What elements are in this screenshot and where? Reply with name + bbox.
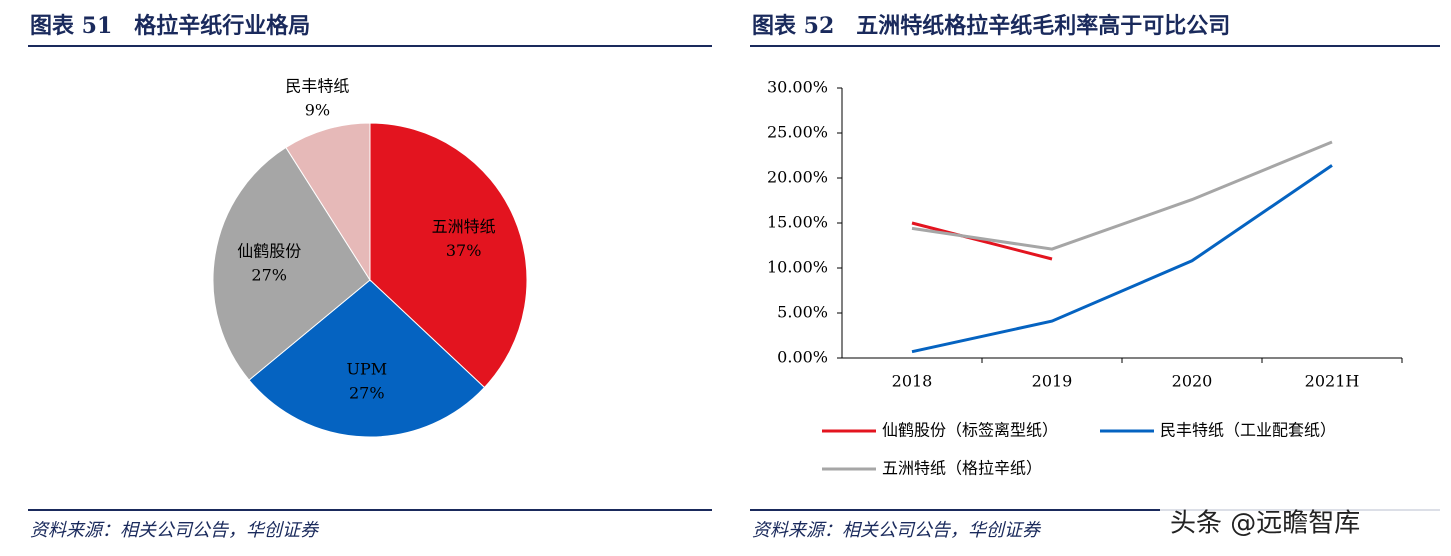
y-tick-label: 15.00%: [767, 213, 828, 232]
y-tick-label: 25.00%: [767, 123, 828, 142]
x-tick-label: 2021H: [1305, 372, 1360, 391]
legend-label: 民丰特纸（工业配套纸）: [1160, 421, 1336, 440]
slice-value-label: 9%: [305, 101, 330, 120]
watermark: 头条 @远瞻智库: [1170, 509, 1360, 539]
series-line: [911, 164, 1333, 354]
watermark-bg: [1160, 505, 1445, 550]
pie-slice: [369, 122, 528, 389]
slice-value-label: 37%: [446, 241, 482, 260]
slice-label: 民丰特纸: [285, 77, 349, 96]
slice-label: UPM: [346, 359, 387, 378]
pie-slice: [212, 146, 371, 381]
pie-slice: [248, 279, 486, 438]
y-tick-label: 30.00%: [767, 78, 828, 97]
chart-title: 图表 52 五洲特纸格拉辛纸毛利率高于可比公司: [752, 13, 1230, 39]
slice-label: 五洲特纸: [432, 217, 496, 236]
x-tick-label: 2018: [892, 372, 933, 391]
x-tick-label: 2019: [1032, 372, 1073, 391]
y-tick-label: 20.00%: [767, 168, 828, 187]
legend-label: 五洲特纸（格拉辛纸）: [882, 459, 1042, 478]
series-line: [911, 221, 1053, 261]
pie-slice: [285, 122, 371, 282]
slice-label: 仙鹤股份: [237, 242, 301, 261]
y-tick-label: 5.00%: [777, 303, 828, 322]
y-tick-label: 0.00%: [777, 348, 828, 367]
series-line: [911, 140, 1333, 251]
source: 资料来源：相关公司公告，华创证券: [30, 520, 320, 541]
chart-title: 图表 51 格拉辛纸行业格局: [30, 13, 310, 39]
slice-value-label: 27%: [251, 266, 287, 285]
legend-label: 仙鹤股份（标签离型纸）: [882, 421, 1058, 440]
slice-value-label: 27%: [349, 383, 385, 402]
source: 资料来源：相关公司公告，华创证券: [752, 520, 1042, 541]
x-tick-label: 2020: [1172, 372, 1213, 391]
y-tick-label: 10.00%: [767, 258, 828, 277]
